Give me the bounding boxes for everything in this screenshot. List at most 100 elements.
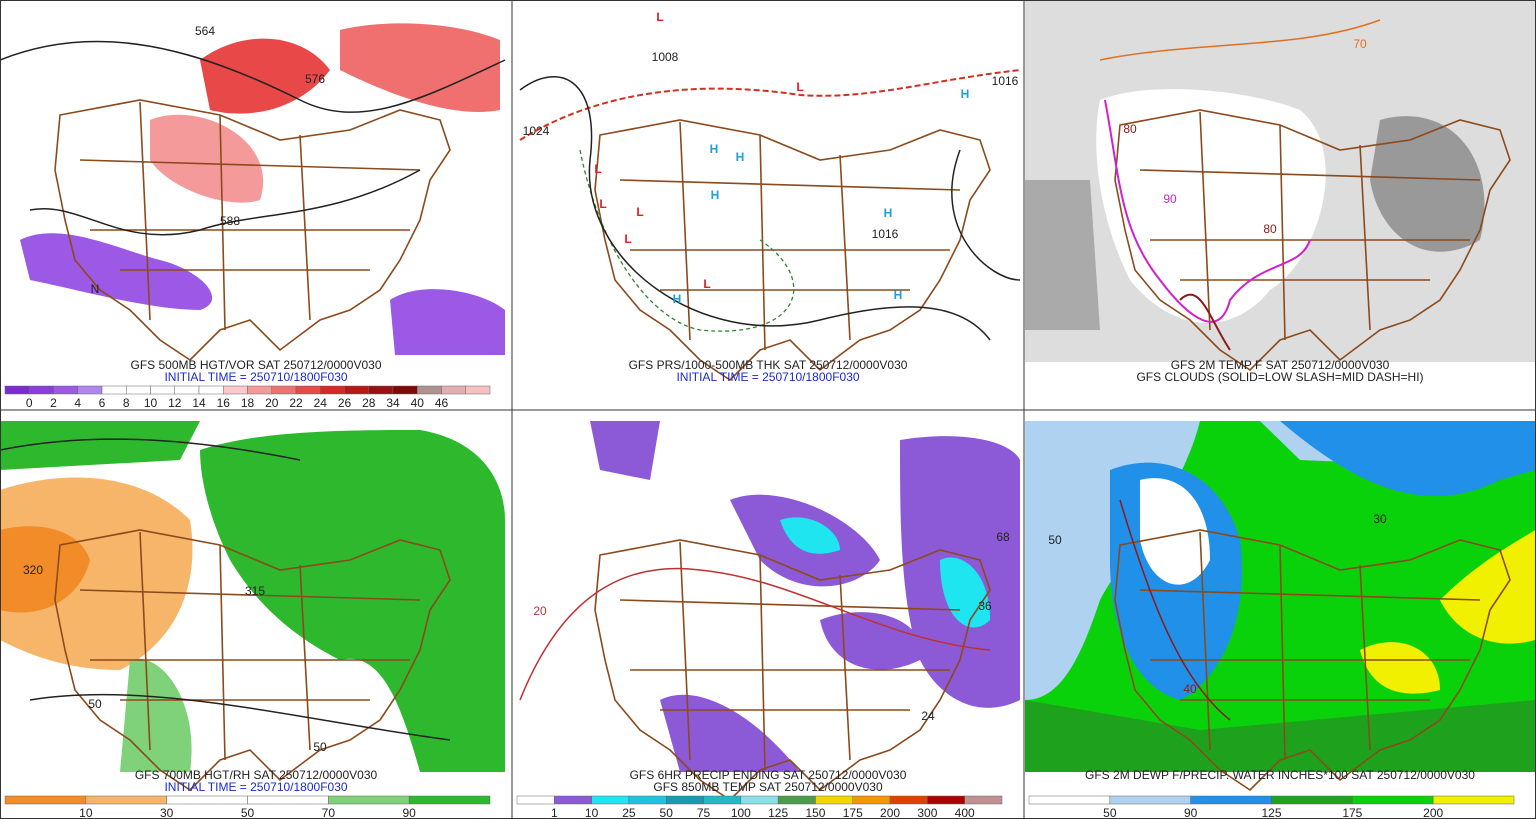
map-label: L bbox=[656, 10, 663, 24]
caption: INITIAL TIME = 250710/1800F030 bbox=[164, 780, 347, 794]
colorbar-swatch bbox=[198, 385, 224, 395]
colorbar-swatch bbox=[247, 385, 272, 395]
colorbar-swatch bbox=[777, 795, 816, 805]
caption: GFS 850MB TEMP SAT 250712/0000V030 bbox=[653, 780, 883, 794]
map-label: 70 bbox=[1353, 37, 1367, 51]
colorbar-swatch bbox=[1352, 795, 1434, 805]
colorbar-swatch bbox=[1109, 795, 1191, 805]
map-label: 36 bbox=[978, 599, 992, 613]
colorbar-label: 4 bbox=[74, 396, 81, 410]
colorbar-swatch bbox=[392, 385, 418, 395]
colorbar-swatch bbox=[628, 795, 667, 805]
colorbar-label: 75 bbox=[697, 806, 711, 819]
colorbar-swatch bbox=[1271, 795, 1353, 805]
colorbar-label: 46 bbox=[435, 396, 449, 410]
map-label: 40 bbox=[1183, 682, 1197, 696]
colorbar-swatch bbox=[4, 795, 87, 805]
map-surface bbox=[513, 0, 1023, 381]
colorbar-swatch bbox=[4, 385, 30, 395]
map-label: 564 bbox=[195, 24, 215, 38]
map-label: 588 bbox=[220, 214, 240, 228]
colorbar-label: 34 bbox=[386, 396, 400, 410]
colorbar-swatch bbox=[815, 795, 854, 805]
map-label: L bbox=[594, 162, 601, 176]
map-label: 20 bbox=[533, 604, 547, 618]
colorbar-swatch bbox=[740, 795, 779, 805]
caption: GFS 500MB HGT/VOR SAT 250712/0000V030 bbox=[130, 358, 381, 372]
map-label: 50 bbox=[1048, 533, 1062, 547]
colorbar-label: 70 bbox=[322, 806, 336, 819]
map-label: L bbox=[624, 232, 631, 246]
map-label: 80 bbox=[1263, 222, 1277, 236]
colorbar-swatch bbox=[295, 385, 321, 395]
colorbar-label: 2 bbox=[50, 396, 57, 410]
colorbar-label: 90 bbox=[402, 806, 416, 819]
colorbar-swatch bbox=[441, 385, 466, 395]
colorbar-label: 50 bbox=[241, 806, 255, 819]
colorbar-label: 10 bbox=[585, 806, 599, 819]
colorbar-swatch bbox=[29, 385, 54, 395]
caption: GFS CLOUDS (SOLID=LOW SLASH=MID DASH=HI) bbox=[1136, 370, 1423, 384]
map-label: H bbox=[961, 87, 970, 101]
caption: GFS 700MB HGT/RH SAT 250712/0000V030 bbox=[135, 768, 378, 782]
map-label: 315 bbox=[245, 584, 265, 598]
map-label: H bbox=[673, 292, 682, 306]
map-label: L bbox=[599, 197, 606, 211]
colorbar-swatch bbox=[344, 385, 369, 395]
map-label: H bbox=[710, 142, 719, 156]
map-label: 1016 bbox=[992, 74, 1019, 88]
colorbar-label: 50 bbox=[660, 806, 674, 819]
colorbar-label: 200 bbox=[880, 806, 900, 819]
colorbar-label: 150 bbox=[805, 806, 825, 819]
colorbar-swatch bbox=[53, 385, 78, 395]
map-label: L bbox=[796, 80, 803, 94]
colorbar-label: 90 bbox=[1184, 806, 1198, 819]
map-label: 1008 bbox=[652, 50, 679, 64]
colorbar-swatch bbox=[1190, 795, 1272, 805]
colorbar-label: 125 bbox=[768, 806, 788, 819]
colorbar-swatch bbox=[417, 385, 442, 395]
map-label: 50 bbox=[313, 740, 327, 754]
colorbar-swatch bbox=[271, 385, 297, 395]
colorbar-swatch bbox=[964, 795, 1003, 805]
colorbar-label: 175 bbox=[843, 806, 863, 819]
map-label: 80 bbox=[1123, 122, 1137, 136]
colorbar-swatch bbox=[852, 795, 891, 805]
caption: GFS 2M TEMP F SAT 250712/0000V030 bbox=[1171, 358, 1390, 372]
map-label: 320 bbox=[23, 563, 43, 577]
colorbar-label: 100 bbox=[731, 806, 751, 819]
map-label: H bbox=[736, 150, 745, 164]
caption: GFS 2M DEWP F/PRECIP. WATER INCHES*100 S… bbox=[1085, 768, 1475, 782]
map-dewpoint bbox=[1025, 421, 1535, 791]
colorbar-label: 50 bbox=[1103, 806, 1117, 819]
colorbar-swatch bbox=[889, 795, 928, 805]
colorbar-swatch bbox=[247, 795, 329, 805]
colorbar-swatch bbox=[150, 385, 175, 395]
map-700mb bbox=[0, 421, 511, 791]
colorbar-label: 25 bbox=[622, 806, 636, 819]
colorbar-label: 8 bbox=[123, 396, 130, 410]
colorbar-label: 6 bbox=[99, 396, 106, 410]
colorbar-label: 10 bbox=[79, 806, 93, 819]
map-label: H bbox=[894, 288, 903, 302]
colorbar-swatch bbox=[174, 385, 200, 395]
colorbar-swatch bbox=[927, 795, 965, 805]
map-label: 1016 bbox=[872, 227, 899, 241]
colorbar-swatch bbox=[591, 795, 630, 805]
colorbar-label: 24 bbox=[314, 396, 328, 410]
colorbar-label: 175 bbox=[1342, 806, 1362, 819]
colorbar-label: 125 bbox=[1261, 806, 1281, 819]
colorbar-swatch bbox=[408, 795, 491, 805]
colorbar-label: 12 bbox=[168, 396, 182, 410]
colorbar-label: 14 bbox=[192, 396, 206, 410]
colorbar-swatch bbox=[465, 385, 491, 395]
colorbar-swatch bbox=[368, 385, 394, 395]
colorbar-label: 1 bbox=[551, 806, 558, 819]
map-precip bbox=[513, 421, 1023, 801]
colorbar-swatch bbox=[77, 385, 103, 395]
colorbar-label: 20 bbox=[265, 396, 279, 410]
colorbar-label: 26 bbox=[338, 396, 352, 410]
colorbar-swatch bbox=[1028, 795, 1111, 805]
colorbar-label: 16 bbox=[217, 396, 231, 410]
